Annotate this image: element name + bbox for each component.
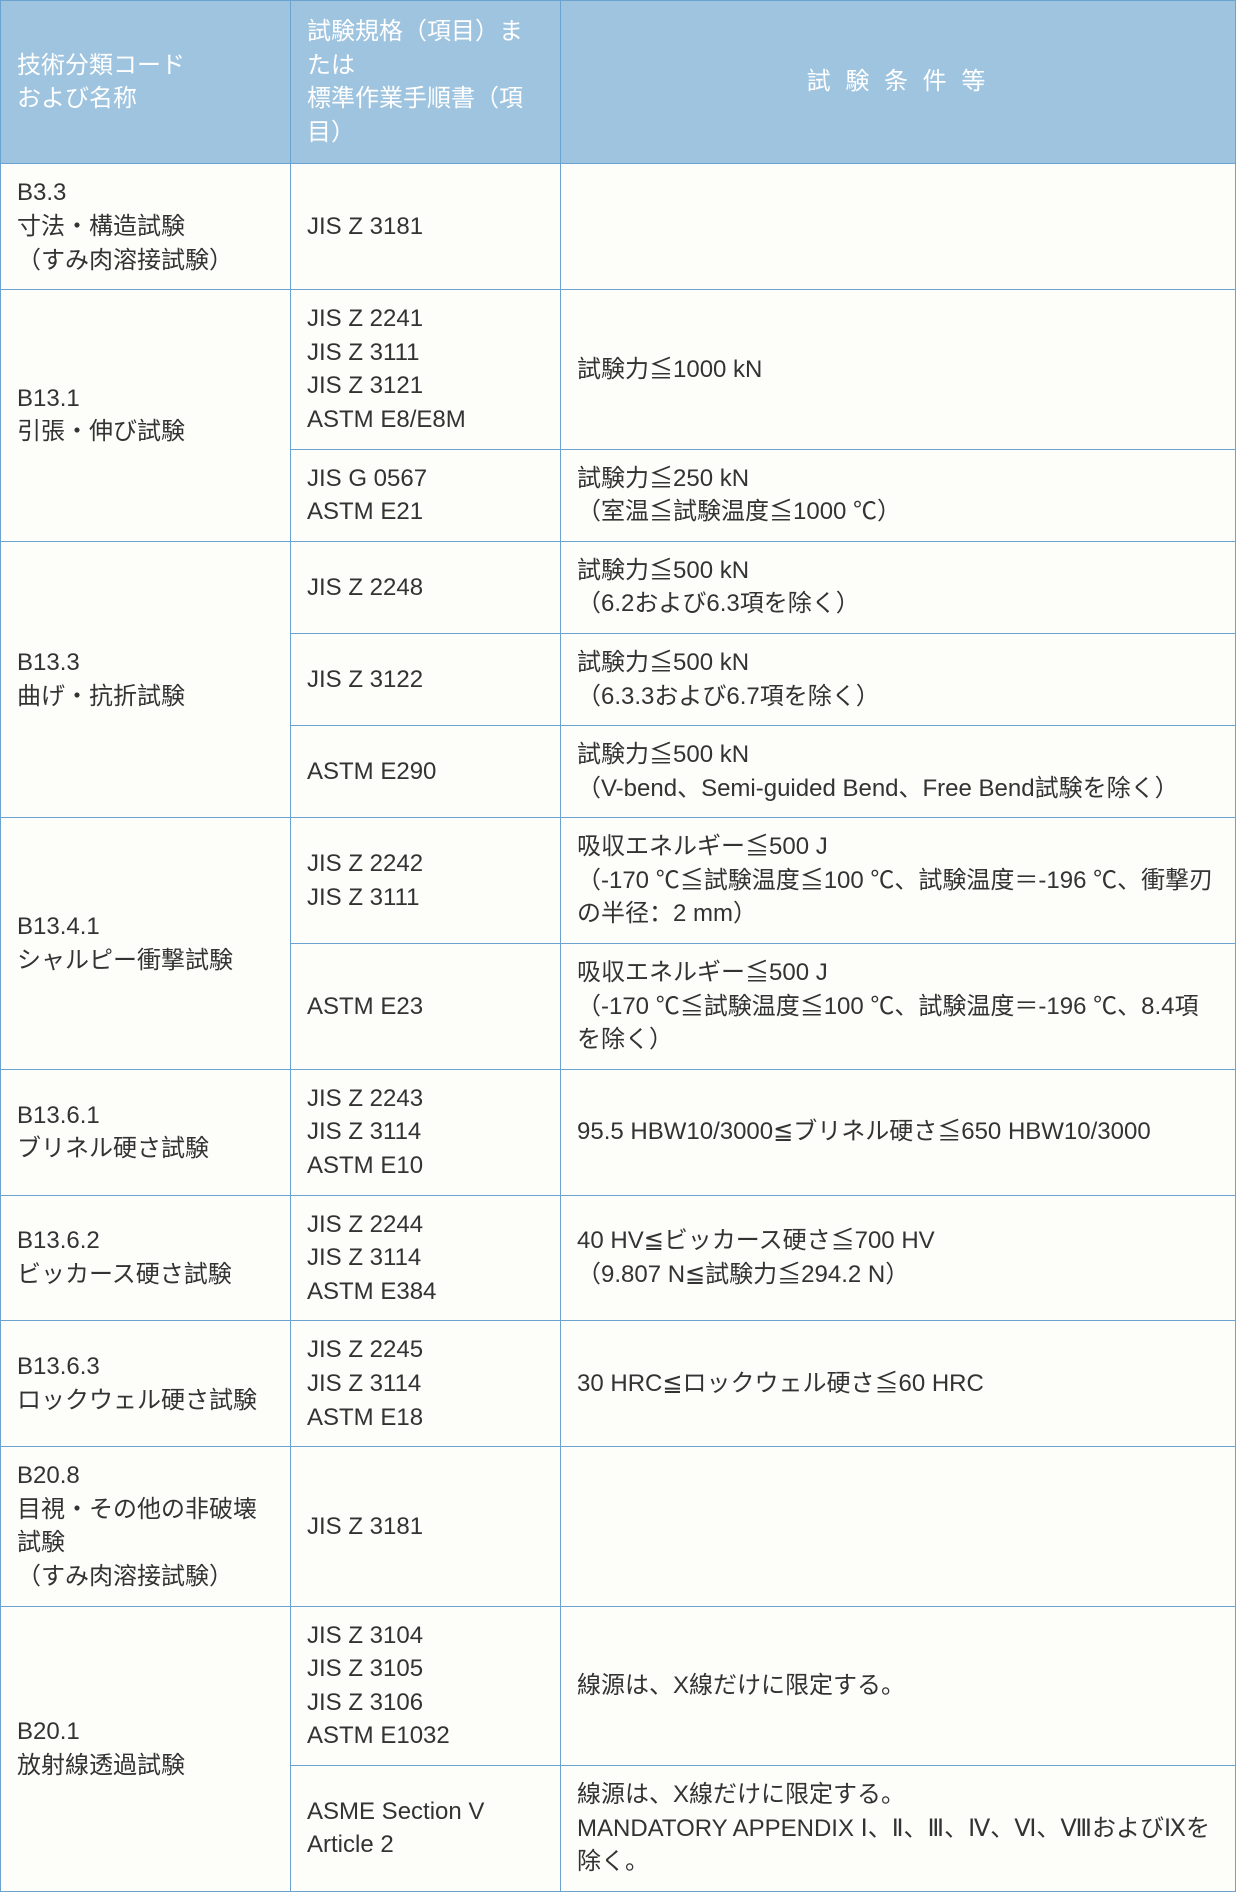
category-cell: B13.6.1 ブリネル硬さ試験 [1,1069,291,1195]
table-row: B13.1 引張・伸び試験JIS Z 2241 JIS Z 3111 JIS Z… [1,290,1236,449]
table-row: B13.6.1 ブリネル硬さ試験JIS Z 2243 JIS Z 3114 AS… [1,1069,1236,1195]
condition-cell [561,164,1236,290]
condition-cell: 95.5 HBW10/3000≦ブリネル硬さ≦650 HBW10/3000 [561,1069,1236,1195]
condition-cell: 線源は、X線だけに限定する。 [561,1606,1236,1765]
standard-cell: JIS Z 2243 JIS Z 3114 ASTM E10 [291,1069,561,1195]
condition-cell [561,1447,1236,1606]
condition-cell: 線源は、X線だけに限定する。 MANDATORY APPENDIX Ⅰ、Ⅱ、Ⅲ、… [561,1765,1236,1891]
table-row: B13.3 曲げ・抗折試験JIS Z 2248試験力≦500 kN （6.2およ… [1,541,1236,633]
table-row: B13.6.3 ロックウェル硬さ試験JIS Z 2245 JIS Z 3114 … [1,1321,1236,1447]
standard-cell: JIS Z 3104 JIS Z 3105 JIS Z 3106 ASTM E1… [291,1606,561,1765]
header-col1: 技術分類コード および名称 [1,1,291,164]
standard-cell: JIS Z 3181 [291,164,561,290]
standard-cell: ASTM E23 [291,944,561,1070]
condition-cell: 試験力≦1000 kN [561,290,1236,449]
standards-table: 技術分類コード および名称 試験規格（項目）または 標準作業手順書（項目） 試 … [0,0,1236,1892]
condition-cell: 試験力≦500 kN （6.2および6.3項を除く） [561,541,1236,633]
standard-cell: ASTM E290 [291,726,561,818]
standard-cell: JIS Z 2241 JIS Z 3111 JIS Z 3121 ASTM E8… [291,290,561,449]
category-cell: B13.3 曲げ・抗折試験 [1,541,291,818]
standard-cell: ASME Section V Article 2 [291,1765,561,1891]
category-cell: B20.1 放射線透過試験 [1,1606,291,1891]
condition-cell: 吸収エネルギー≦500 J （-170 ℃≦試験温度≦100 ℃、試験温度＝-1… [561,944,1236,1070]
category-cell: B13.6.3 ロックウェル硬さ試験 [1,1321,291,1447]
table-row: B20.8 目視・その他の非破壊試験 （すみ肉溶接試験）JIS Z 3181 [1,1447,1236,1606]
table-row: B3.3 寸法・構造試験 （すみ肉溶接試験）JIS Z 3181 [1,164,1236,290]
condition-cell: 吸収エネルギー≦500 J （-170 ℃≦試験温度≦100 ℃、試験温度＝-1… [561,818,1236,944]
header-col2: 試験規格（項目）または 標準作業手順書（項目） [291,1,561,164]
table-row: B20.1 放射線透過試験JIS Z 3104 JIS Z 3105 JIS Z… [1,1606,1236,1765]
condition-cell: 試験力≦500 kN （6.3.3および6.7項を除く） [561,633,1236,725]
table-row: B13.6.2 ビッカース硬さ試験JIS Z 2244 JIS Z 3114 A… [1,1195,1236,1321]
table-row: B13.4.1 シャルピー衝撃試験JIS Z 2242 JIS Z 3111吸収… [1,818,1236,944]
header-col3: 試 験 条 件 等 [561,1,1236,164]
standard-cell: JIS Z 2244 JIS Z 3114 ASTM E384 [291,1195,561,1321]
category-cell: B20.8 目視・その他の非破壊試験 （すみ肉溶接試験） [1,1447,291,1606]
condition-cell: 40 HV≦ビッカース硬さ≦700 HV （9.807 N≦試験力≦294.2 … [561,1195,1236,1321]
category-cell: B3.3 寸法・構造試験 （すみ肉溶接試験） [1,164,291,290]
table-body: B3.3 寸法・構造試験 （すみ肉溶接試験）JIS Z 3181B13.1 引張… [1,164,1236,1891]
condition-cell: 試験力≦500 kN （V-bend、Semi-guided Bend、Free… [561,726,1236,818]
standard-cell: JIS Z 2248 [291,541,561,633]
condition-cell: 30 HRC≦ロックウェル硬さ≦60 HRC [561,1321,1236,1447]
standard-cell: JIS Z 3122 [291,633,561,725]
standard-cell: JIS Z 2245 JIS Z 3114 ASTM E18 [291,1321,561,1447]
standard-cell: JIS Z 3181 [291,1447,561,1606]
standard-cell: JIS G 0567 ASTM E21 [291,449,561,541]
category-cell: B13.4.1 シャルピー衝撃試験 [1,818,291,1070]
category-cell: B13.1 引張・伸び試験 [1,290,291,542]
condition-cell: 試験力≦250 kN （室温≦試験温度≦1000 ℃） [561,449,1236,541]
category-cell: B13.6.2 ビッカース硬さ試験 [1,1195,291,1321]
standard-cell: JIS Z 2242 JIS Z 3111 [291,818,561,944]
table-header: 技術分類コード および名称 試験規格（項目）または 標準作業手順書（項目） 試 … [1,1,1236,164]
